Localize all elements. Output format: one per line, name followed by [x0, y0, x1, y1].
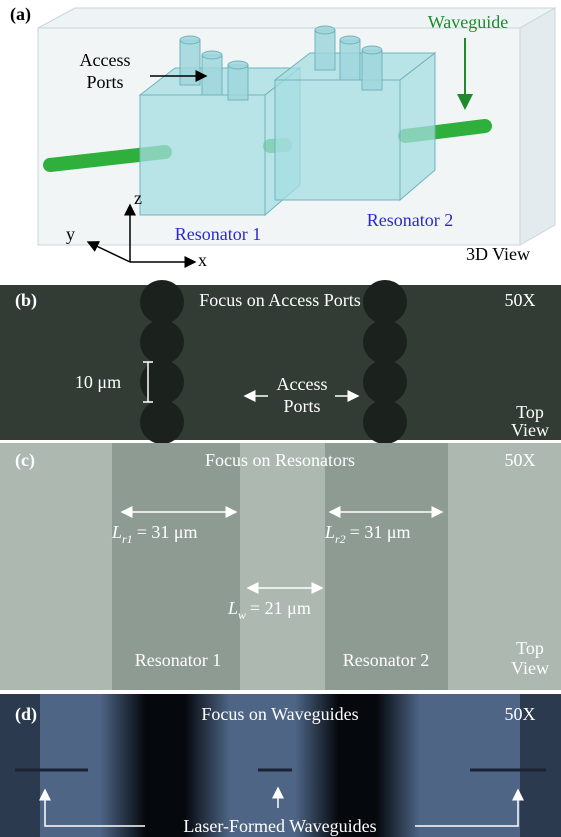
axis-label: z: [134, 188, 142, 208]
panel-label: (b): [15, 290, 37, 311]
panel-title: Focus on Access Ports: [199, 290, 361, 310]
resonator-2-label: Resonator 2: [367, 210, 453, 230]
access-ports-line: Ports: [283, 396, 320, 416]
resonator-label: Resonator 1: [135, 650, 221, 670]
panel-background: [0, 443, 561, 690]
waveguide-label: Waveguide: [428, 12, 509, 32]
panel-title: Focus on Resonators: [205, 450, 355, 470]
caption: Laser-Formed Waveguides: [183, 816, 376, 836]
panel-d: (d) Focus on Waveguides 50X Laser-Formed…: [0, 694, 561, 837]
panel-c: (c) Focus on Resonators 50X Lr1= 31 μm L…: [0, 443, 561, 690]
magnification: 50X: [505, 704, 536, 724]
scale-label: 10 μm: [75, 372, 121, 392]
figure: (a) Access Ports Waveguide Resonator 1 R…: [0, 0, 561, 837]
view-label: View: [511, 420, 549, 440]
access-ports-line: Access: [80, 50, 131, 70]
view-label: 3D View: [466, 244, 530, 264]
box-side: [520, 8, 555, 245]
view-label: Top: [516, 402, 544, 422]
axis-label: x: [198, 250, 207, 270]
panel-a: (a) Access Ports Waveguide Resonator 1 R…: [10, 4, 555, 270]
resonator-label: Resonator 2: [343, 650, 429, 670]
panel-label: (d): [15, 704, 37, 725]
panel-b: (b) Focus on Access Ports 50X 10 μm Acce…: [0, 280, 561, 444]
axis-label: y: [66, 224, 75, 244]
panel-label: (a): [10, 4, 31, 25]
panel-label: (c): [15, 450, 35, 471]
view-label: View: [511, 658, 549, 678]
magnification: 50X: [505, 450, 536, 470]
access-ports-line: Ports: [86, 72, 123, 92]
view-label: Top: [516, 638, 544, 658]
magnification: 50X: [505, 290, 536, 310]
resonator-1-label: Resonator 1: [175, 224, 261, 244]
panel-title: Focus on Waveguides: [201, 704, 358, 724]
access-ports-line: Access: [277, 374, 328, 394]
